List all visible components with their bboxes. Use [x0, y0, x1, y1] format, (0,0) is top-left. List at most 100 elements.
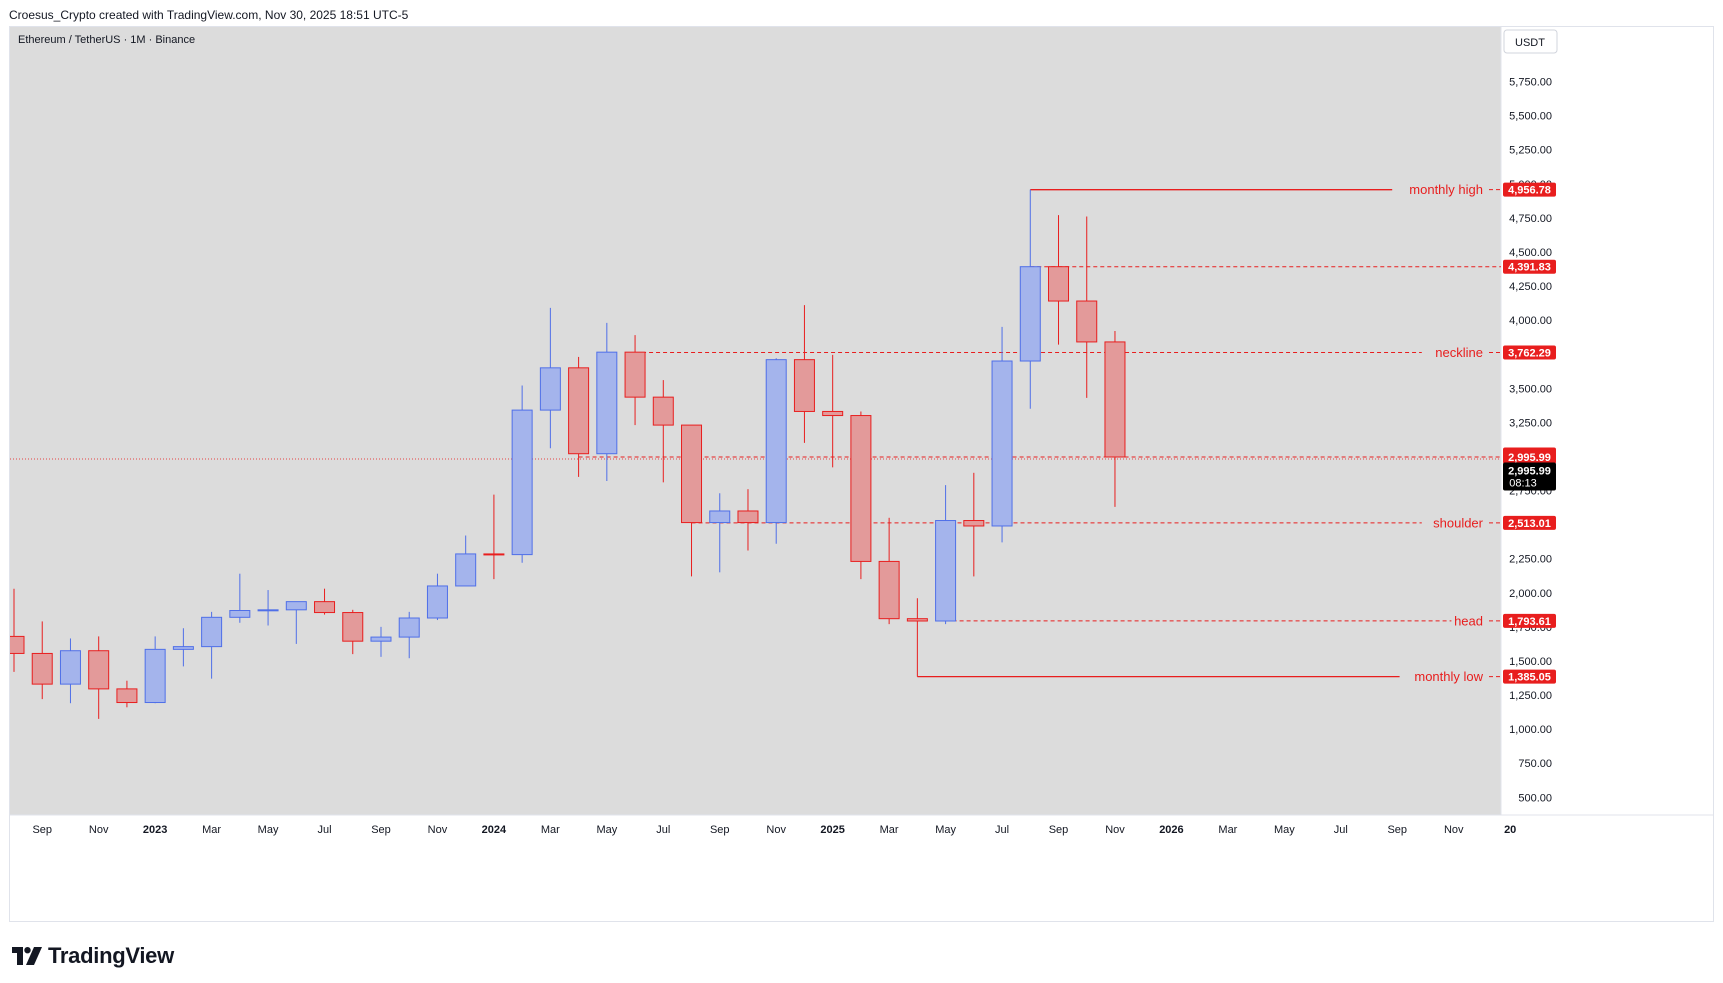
- time-tick-label: Jul: [656, 824, 670, 836]
- candle-body: [681, 424, 703, 524]
- price-tick-label: 1,250.00: [1509, 690, 1552, 702]
- candle: [285, 601, 307, 644]
- time-tick-label: Mar: [1218, 824, 1237, 836]
- candle: [878, 517, 900, 625]
- price-tag-text: 1,385.05: [1508, 672, 1551, 684]
- candle: [59, 638, 81, 704]
- candle: [624, 335, 646, 426]
- candle-body: [1048, 266, 1070, 302]
- candle: [596, 322, 618, 481]
- price-tag-box: [1503, 345, 1556, 360]
- price-tag-box: [1503, 449, 1556, 464]
- candle: [511, 385, 533, 563]
- tradingview-logo-icon: [12, 947, 42, 965]
- chart-panel[interactable]: Ethereum / TetherUS · 1M · Binance 500.0…: [9, 26, 1714, 922]
- price-axis[interactable]: 500.00750.001,000.001,250.001,500.001,75…: [1509, 42, 1552, 804]
- time-tick-label: Sep: [32, 824, 52, 836]
- chart-title: Ethereum / TetherUS · 1M · Binance: [18, 34, 195, 46]
- price-tick-label: 2,000.00: [1509, 588, 1552, 600]
- time-tick-label: May: [1274, 824, 1295, 836]
- price-tag-box: [1503, 515, 1556, 530]
- price-tick-label: 500.00: [1518, 792, 1552, 804]
- candle: [31, 621, 53, 700]
- candle-body: [229, 610, 251, 618]
- candle: [370, 626, 392, 657]
- price-tick-label: 2,250.00: [1509, 554, 1552, 566]
- level-label: shoulder: [1433, 515, 1484, 530]
- price-tag-box: [1503, 182, 1556, 197]
- candle: [1048, 215, 1070, 345]
- candle-body: [1019, 266, 1041, 362]
- chart-svg[interactable]: Ethereum / TetherUS · 1M · Binance 500.0…: [10, 27, 1713, 921]
- time-tick-label: Nov: [1444, 824, 1464, 836]
- candle: [88, 636, 110, 719]
- candle-body: [31, 652, 53, 685]
- price-tick-label: 5,250.00: [1509, 145, 1552, 157]
- last-price-box: [1503, 462, 1556, 491]
- time-tick-label: Mar: [880, 824, 899, 836]
- candle-body: [737, 510, 759, 524]
- candle: [709, 493, 731, 573]
- candle-body: [906, 618, 928, 622]
- candle-body: [88, 650, 110, 690]
- candle: [737, 489, 759, 551]
- time-tick-label: 2026: [1159, 824, 1183, 836]
- price-tag-text: 1,793.61: [1508, 616, 1551, 628]
- candle-body: [172, 646, 194, 650]
- candle: [681, 424, 703, 577]
- level-label: monthly low: [1414, 669, 1483, 684]
- candle: [426, 573, 448, 621]
- time-tick-label: 2024: [482, 824, 507, 836]
- bar-countdown: 08:13: [1509, 478, 1537, 490]
- candle: [144, 636, 166, 704]
- candle-body: [144, 648, 166, 704]
- candle: [257, 590, 279, 626]
- candle-body: [59, 650, 81, 685]
- time-tick-label: 2025: [820, 824, 844, 836]
- candle-body: [285, 601, 307, 611]
- price-tag-box: [1503, 613, 1556, 628]
- candle: [10, 588, 25, 672]
- time-tick-label: Nov: [766, 824, 786, 836]
- price-tag-text: 3,762.29: [1508, 348, 1551, 360]
- time-tick-label: Mar: [202, 824, 221, 836]
- price-tick-label: 5,500.00: [1509, 111, 1552, 123]
- time-axis[interactable]: Sep Nov 2023 Mar May Jul Sep Nov 2024 Mar May Jul Se…: [32, 824, 1516, 836]
- currency-button[interactable]: USDT: [1503, 29, 1558, 54]
- candle-body: [991, 360, 1013, 527]
- price-tick-label: 1,500.00: [1509, 656, 1552, 668]
- candle: [116, 680, 138, 708]
- price-tag: 2,995.99: [1503, 449, 1556, 464]
- candle: [342, 609, 364, 655]
- candle: [906, 598, 928, 677]
- candle: [1076, 216, 1098, 398]
- candle: [455, 535, 477, 587]
- price-tag-text: 4,391.83: [1508, 262, 1551, 274]
- time-tick-label: May: [258, 824, 279, 836]
- candle: [652, 380, 674, 483]
- price-tag: 2,513.01: [1503, 515, 1556, 530]
- time-tick-label: Nov: [428, 824, 448, 836]
- candle-body: [201, 616, 223, 648]
- time-tick-label: Mar: [541, 824, 560, 836]
- candle-body: [539, 367, 561, 411]
- price-tag: 1,793.61: [1503, 613, 1556, 628]
- tradingview-logo[interactable]: TradingView: [12, 943, 174, 969]
- price-tag: 1,385.05: [1503, 669, 1556, 684]
- candle-body: [483, 553, 505, 556]
- price-tag: 4,956.78: [1503, 182, 1556, 197]
- time-tick-label: Sep: [1049, 824, 1069, 836]
- candle: [314, 588, 336, 615]
- candle: [398, 611, 420, 659]
- level-label: monthly high: [1409, 182, 1483, 197]
- candle-body: [398, 617, 420, 638]
- price-tag-text: 4,956.78: [1508, 185, 1551, 197]
- time-tick-label: May: [596, 824, 617, 836]
- candle-body: [342, 612, 364, 642]
- candle: [539, 307, 561, 449]
- time-tick-label: Sep: [371, 824, 391, 836]
- candle-body: [10, 635, 25, 654]
- plot-area[interactable]: [10, 27, 1501, 815]
- chart-credit: Croesus_Crypto created with TradingView.…: [9, 8, 409, 22]
- last-price-value: 2,995.99: [1508, 466, 1551, 478]
